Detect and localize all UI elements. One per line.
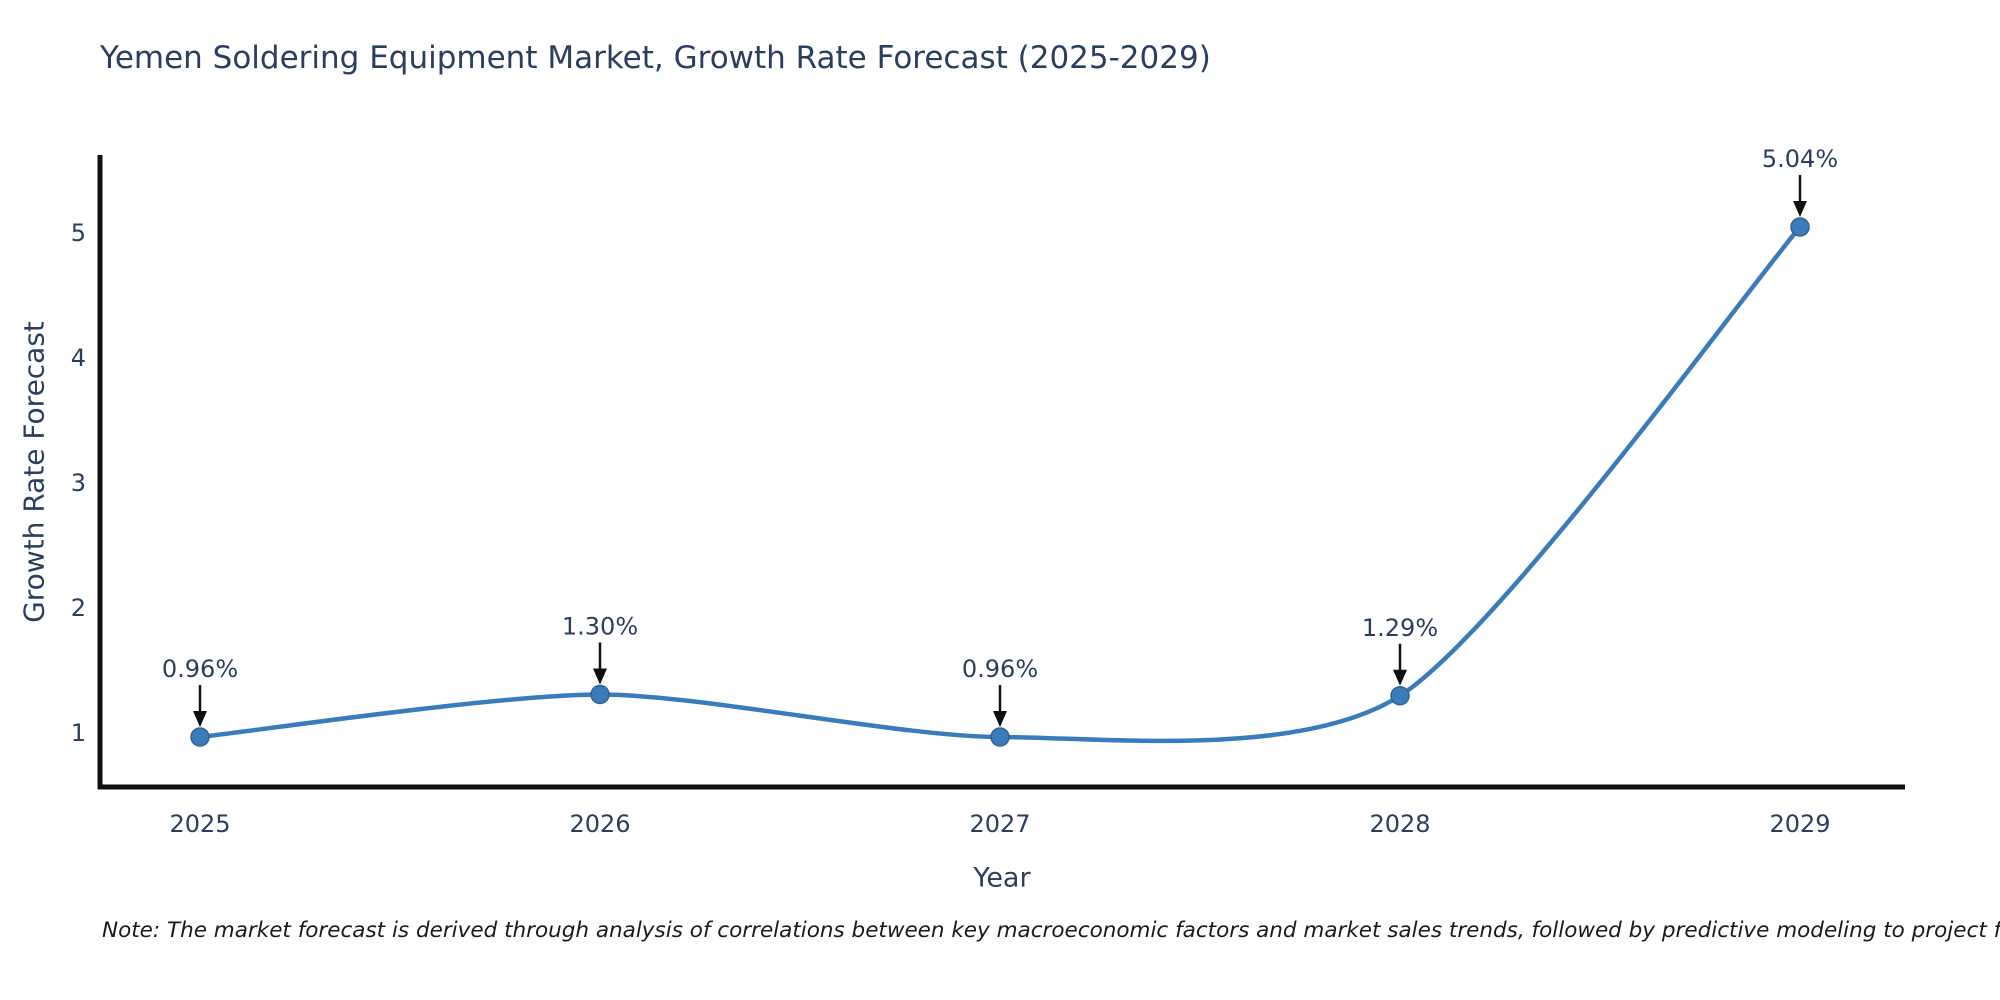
- annotation-arrow-head: [993, 711, 1007, 727]
- data-point-label: 0.96%: [162, 655, 238, 683]
- y-axis-title: Growth Rate Forecast: [17, 321, 51, 623]
- y-tick-label: 4: [71, 344, 86, 372]
- data-point-label: 1.29%: [1362, 614, 1438, 642]
- x-tick-label: 2026: [569, 810, 630, 838]
- annotation-arrow-head: [193, 711, 207, 727]
- annotation-arrow-head: [1793, 201, 1807, 217]
- data-point-marker: [990, 727, 1010, 747]
- y-tick-label: 1: [71, 719, 86, 747]
- data-point-marker: [1790, 217, 1810, 237]
- annotation-arrow-head: [593, 668, 607, 685]
- x-tick-label: 2025: [169, 810, 230, 838]
- annotation-arrow-head: [1393, 669, 1407, 686]
- data-point-marker: [190, 727, 210, 747]
- forecast-line: [197, 224, 1803, 744]
- x-tick-label: 2027: [969, 810, 1030, 838]
- x-tick-label: 2029: [1769, 810, 1830, 838]
- y-tick-label: 2: [71, 594, 86, 622]
- data-point-label: 1.30%: [562, 613, 638, 641]
- data-point-label: 5.04%: [1762, 145, 1838, 173]
- x-tick-label: 2028: [1369, 810, 1430, 838]
- data-point-label: 0.96%: [962, 655, 1038, 683]
- y-tick-label: 3: [71, 469, 86, 497]
- chart-title: Yemen Soldering Equipment Market, Growth…: [100, 40, 1211, 76]
- chart-footnote: Note: The market forecast is derived thr…: [102, 918, 2000, 943]
- data-point-marker: [590, 684, 610, 705]
- y-tick-label: 5: [71, 219, 86, 247]
- x-axis-title: Year: [973, 862, 1031, 894]
- data-point-marker: [1390, 686, 1410, 706]
